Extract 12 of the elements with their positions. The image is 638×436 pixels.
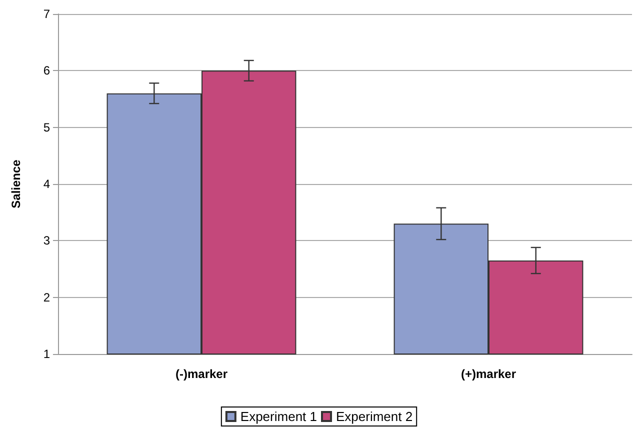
y-axis-title: Salience [9, 159, 23, 208]
y-tick-label: 1 [43, 347, 50, 361]
x-tick-label: (+)marker [460, 367, 516, 381]
x-tick-label: (-)marker [175, 367, 228, 381]
y-tick-label: 3 [43, 234, 50, 248]
y-tick-label: 5 [43, 120, 50, 134]
y-tick-label: 7 [43, 7, 50, 21]
y-tick-label: 6 [43, 64, 50, 78]
legend-label: Experiment 1 [240, 409, 318, 424]
y-tick-label: 2 [43, 290, 50, 304]
y-tick-label: 4 [43, 177, 50, 191]
legend-label: Experiment 2 [336, 409, 413, 424]
